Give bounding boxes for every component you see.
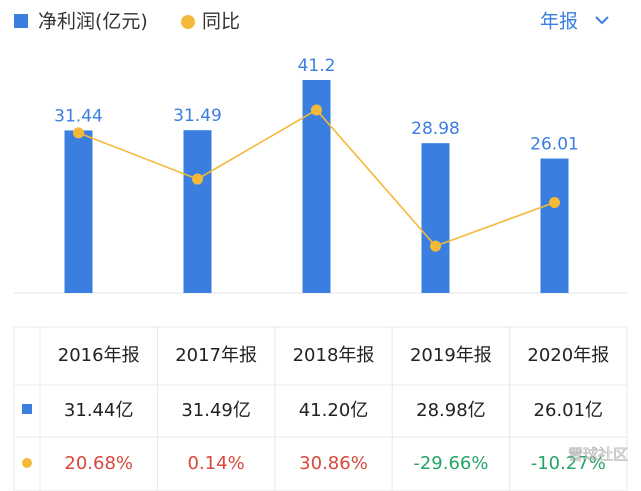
table-header: 2020年报	[527, 345, 609, 366]
line-point	[73, 127, 84, 139]
table-cell: 31.49亿	[181, 400, 251, 421]
table-cell: 30.86%	[299, 453, 368, 474]
legend-swatch	[181, 15, 195, 29]
watermark: 雪球社区	[568, 446, 628, 464]
table-header: 2016年报	[58, 345, 140, 366]
dropdown-arrow[interactable]	[595, 16, 609, 25]
table-header: 2019年报	[410, 345, 492, 366]
legend-swatch	[14, 14, 28, 28]
legend-label: 同比	[202, 11, 240, 33]
bar	[183, 130, 212, 293]
bar-label: 26.01	[530, 135, 579, 155]
bar-label: 31.44	[54, 106, 103, 126]
period-dropdown[interactable]: 年报	[540, 11, 609, 33]
bar	[421, 143, 450, 293]
dropdown-label[interactable]: 年报	[540, 11, 578, 33]
row-icon	[22, 404, 32, 414]
table-cell: -29.66%	[413, 453, 488, 474]
legend-label: 净利润(亿元)	[38, 11, 148, 33]
bar-label: 31.49	[173, 106, 222, 126]
table-cell: 20.68%	[64, 453, 133, 474]
table-cell: 41.20亿	[299, 400, 369, 421]
table-cell: 31.44亿	[64, 400, 134, 421]
line-point	[311, 104, 322, 116]
row-icon	[22, 458, 32, 468]
table-cell: 28.98亿	[416, 400, 486, 421]
bar-label: 28.98	[411, 119, 460, 139]
table-header: 2017年报	[175, 345, 257, 366]
table-header: 2018年报	[293, 345, 375, 366]
bar-label: 41.2	[298, 56, 336, 76]
line-point	[549, 196, 560, 208]
line-point	[192, 173, 203, 185]
table-cell: 0.14%	[188, 453, 245, 474]
bar	[540, 158, 569, 293]
table-frame	[13, 326, 628, 491]
table-cell: 26.01亿	[534, 400, 604, 421]
line-point	[430, 240, 441, 252]
table-cell: -10.27%	[531, 453, 606, 474]
bar	[64, 130, 93, 293]
